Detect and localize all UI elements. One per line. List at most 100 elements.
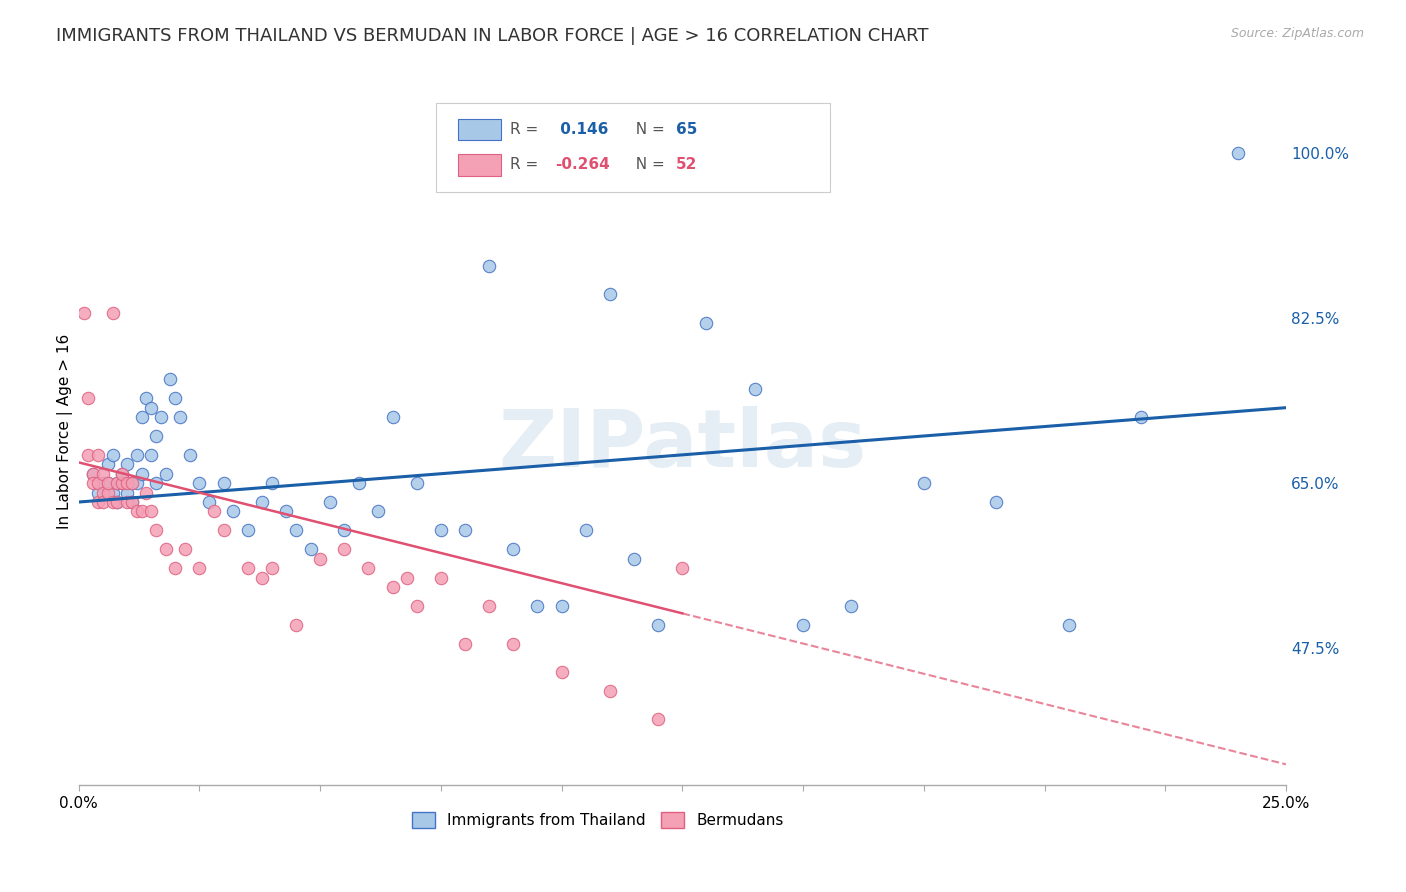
Point: [105, 495, 128, 509]
Text: ZIPatlas: ZIPatlas: [498, 407, 866, 484]
Point: [135, 391, 157, 405]
Point: [105, 495, 128, 509]
Point: [502, 636, 524, 650]
Text: 52: 52: [676, 157, 697, 172]
Text: IMMIGRANTS FROM THAILAND VS BERMUDAN IN LABOR FORCE | AGE > 16 CORRELATION CHART: IMMIGRANTS FROM THAILAND VS BERMUDAN IN …: [56, 27, 929, 45]
Point: [252, 495, 274, 509]
Point: [77, 391, 100, 405]
Point: [111, 476, 134, 491]
Point: [188, 476, 211, 491]
Point: [155, 542, 177, 557]
Point: [149, 410, 172, 425]
Point: [357, 561, 380, 575]
Point: [159, 372, 181, 386]
Point: [125, 504, 148, 518]
Point: [101, 448, 124, 462]
Point: [236, 561, 259, 575]
Point: [115, 485, 138, 500]
Text: N =: N =: [626, 122, 669, 137]
Point: [285, 524, 308, 538]
Point: [87, 448, 110, 462]
Point: [87, 476, 110, 491]
Point: [550, 599, 572, 613]
Point: [912, 476, 935, 491]
Point: [198, 495, 221, 509]
Point: [91, 495, 114, 509]
Point: [111, 467, 134, 481]
Point: [647, 712, 669, 726]
Point: [188, 561, 211, 575]
Point: [121, 476, 143, 491]
Point: [841, 599, 863, 613]
Point: [115, 476, 138, 491]
Point: [252, 570, 274, 584]
Point: [97, 458, 120, 472]
Point: [599, 287, 621, 301]
Point: [1130, 410, 1153, 425]
Point: [276, 504, 298, 518]
Point: [82, 467, 104, 481]
Point: [97, 476, 120, 491]
Point: [575, 524, 598, 538]
Point: [145, 524, 167, 538]
Point: [179, 448, 201, 462]
Point: [1226, 145, 1249, 160]
Point: [550, 665, 572, 679]
Point: [260, 476, 283, 491]
Text: N =: N =: [626, 157, 669, 172]
Point: [671, 561, 693, 575]
Point: [105, 476, 128, 491]
Text: -0.264: -0.264: [555, 157, 610, 172]
Point: [135, 485, 157, 500]
Point: [131, 467, 153, 481]
Point: [121, 476, 143, 491]
Point: [744, 382, 766, 396]
Point: [165, 391, 187, 405]
Point: [478, 599, 501, 613]
Text: R =: R =: [510, 157, 544, 172]
Point: [1057, 617, 1080, 632]
Point: [454, 524, 477, 538]
Point: [236, 524, 259, 538]
Point: [145, 476, 167, 491]
Point: [212, 476, 235, 491]
Point: [72, 306, 94, 320]
Point: [82, 476, 104, 491]
Point: [396, 570, 419, 584]
Point: [430, 570, 453, 584]
Point: [695, 316, 717, 330]
Point: [165, 561, 187, 575]
Point: [141, 504, 163, 518]
Point: [260, 561, 283, 575]
Point: [115, 495, 138, 509]
Point: [141, 448, 163, 462]
Point: [125, 476, 148, 491]
Point: [454, 636, 477, 650]
Point: [526, 599, 548, 613]
Point: [212, 524, 235, 538]
Point: [285, 617, 308, 632]
Point: [478, 259, 501, 273]
Point: [115, 458, 138, 472]
Y-axis label: In Labor Force | Age > 16: In Labor Force | Age > 16: [58, 334, 73, 529]
Point: [319, 495, 342, 509]
Point: [333, 542, 356, 557]
Point: [430, 524, 453, 538]
Point: [131, 504, 153, 518]
Point: [381, 580, 404, 594]
Legend: Immigrants from Thailand, Bermudans: Immigrants from Thailand, Bermudans: [406, 805, 790, 834]
Point: [169, 410, 191, 425]
Point: [381, 410, 404, 425]
Text: 0.146: 0.146: [555, 122, 609, 137]
Point: [125, 448, 148, 462]
Point: [599, 683, 621, 698]
Point: [222, 504, 245, 518]
Point: [101, 306, 124, 320]
Point: [111, 467, 134, 481]
Point: [131, 410, 153, 425]
Point: [155, 467, 177, 481]
Point: [647, 617, 669, 632]
Point: [792, 617, 814, 632]
Point: [367, 504, 389, 518]
Point: [82, 467, 104, 481]
